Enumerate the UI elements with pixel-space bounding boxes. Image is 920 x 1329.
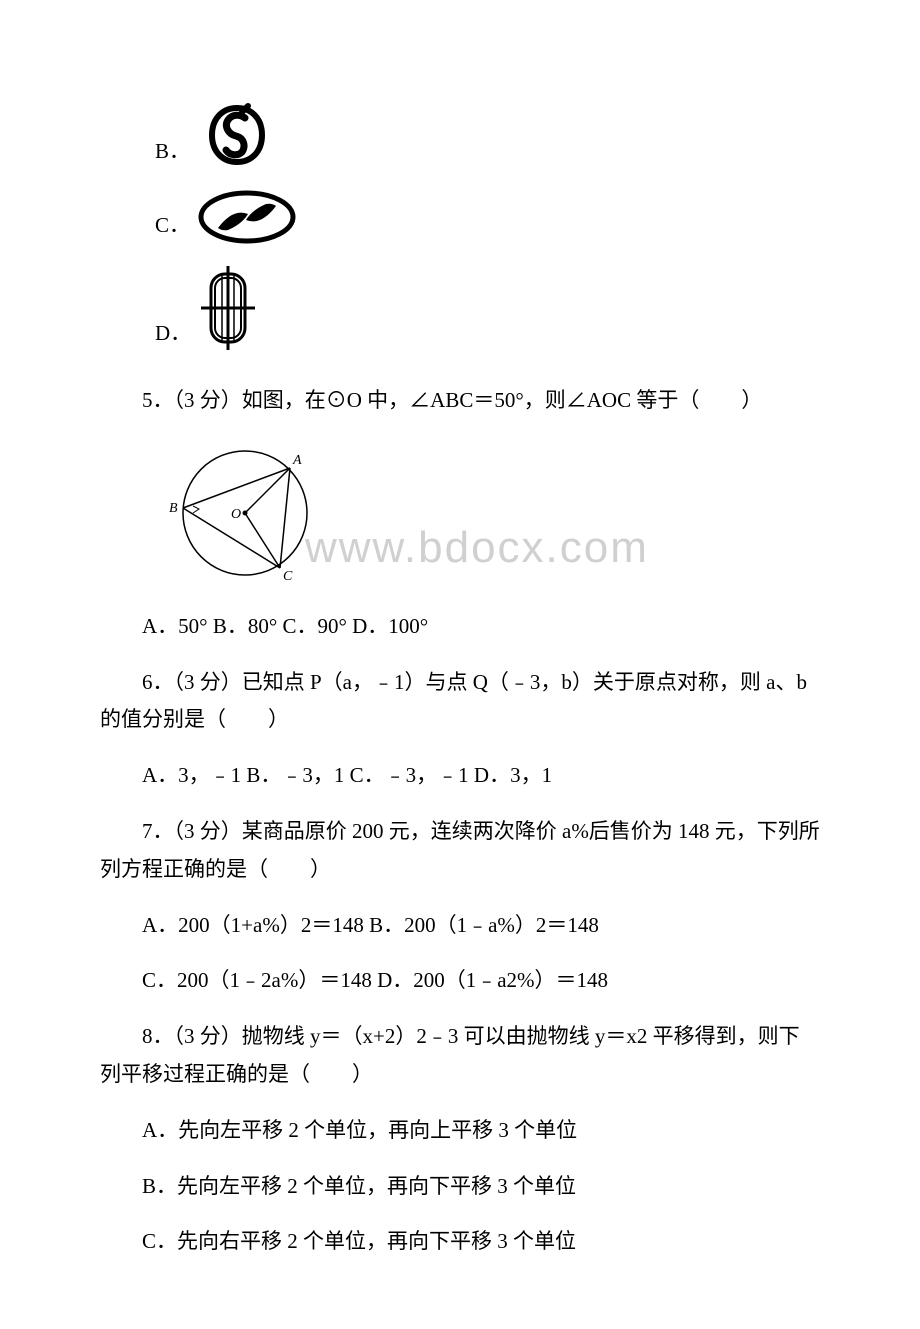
q8-answer-b: B．先向左平移 2 个单位，再向下平移 3 个单位 [100,1168,820,1206]
diagram-label-c: C [283,569,293,584]
lincoln-logo-icon [199,264,257,352]
q8-answer-a: A．先向左平移 2 个单位，再向上平移 3 个单位 [100,1112,820,1150]
question-7: 7．（3 分）某商品原价 200 元，连续两次降价 a%后售价为 148 元，下… [100,813,820,889]
question-6-text: 6．（3 分）已知点 P（a，﹣1）与点 Q（﹣3，b）关于原点对称，则 a、b… [100,664,820,740]
diagram-label-b: B [169,501,178,516]
question-8: 8．（3 分）抛物线 y＝（x+2）2﹣3 可以由抛物线 y＝x2 平移得到，则… [100,1018,820,1094]
diagram-label-a: A [292,453,302,468]
option-b-label: B． [155,135,190,170]
question-5-text: 5．（3 分）如图，在⊙O 中，∠ABC＝50°，则∠AOC 等于（ ） [100,382,820,420]
option-c-label: C． [155,209,190,244]
option-b-row: B． [155,100,820,170]
circle-diagram-icon: A B O C [155,438,335,588]
q7-answers-line1: A．200（1+a%）2＝148 B．200（1﹣a%）2＝148 [100,907,820,945]
q5-answers: A．50° B．80° C．90° D．100° [100,608,820,646]
question-5: 5．（3 分）如图，在⊙O 中，∠ABC＝50°，则∠AOC 等于（ ） [100,382,820,420]
diagram-label-o: O [231,507,241,522]
q6-answers: A．3，﹣1 B．﹣3，1 C．﹣3，﹣1 D．3，1 [100,757,820,795]
q8-answer-c: C．先向右平移 2 个单位，再向下平移 3 个单位 [100,1223,820,1261]
question-7-text: 7．（3 分）某商品原价 200 元，连续两次降价 a%后售价为 148 元，下… [100,813,820,889]
hyundai-logo-icon [198,190,296,244]
watermark-text: www.bdocx.com [305,523,649,573]
tesla-s-logo-icon [198,100,276,170]
option-c-row: C． [155,190,820,244]
option-d-label: D． [155,317,191,352]
question-6: 6．（3 分）已知点 P（a，﹣1）与点 Q（﹣3，b）关于原点对称，则 a、b… [100,664,820,740]
q7-answers-line2: C．200（1﹣2a%）＝148 D．200（1﹣a2%）＝148 [100,962,820,1000]
option-d-row: D． [155,264,820,352]
question-8-text: 8．（3 分）抛物线 y＝（x+2）2﹣3 可以由抛物线 y＝x2 平移得到，则… [100,1018,820,1094]
q5-diagram-container: www.bdocx.com A B O C [155,438,820,593]
